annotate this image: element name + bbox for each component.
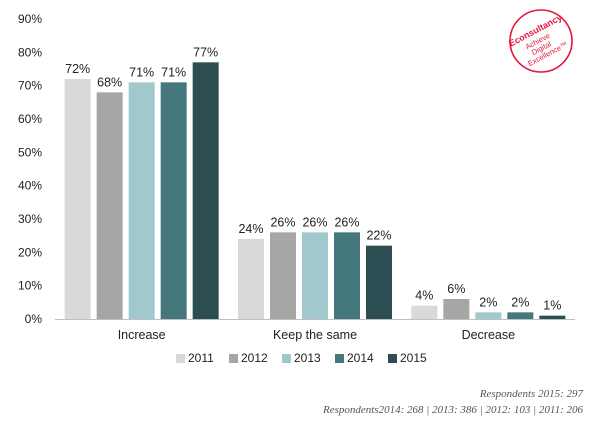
data-label: 68% (97, 75, 122, 89)
econsultancy-logo: Econsultancy Achieve Digital Excellence™ (507, 9, 573, 73)
data-label: 26% (302, 215, 327, 229)
legend-label: 2014 (347, 351, 374, 365)
legend-label: 2012 (241, 351, 268, 365)
y-tick-label: 80% (18, 45, 42, 59)
category-label: Increase (118, 328, 166, 342)
y-tick-label: 70% (18, 79, 42, 93)
data-label: 26% (334, 215, 359, 229)
bar-2013-1 (302, 232, 328, 319)
bar-2015-1 (366, 245, 392, 319)
legend-swatch (176, 354, 185, 363)
data-label: 71% (129, 65, 154, 79)
bar-2015-0 (192, 62, 219, 319)
bar-2014-2 (507, 312, 534, 319)
y-tick-label: 20% (18, 245, 42, 259)
y-tick-label: 50% (18, 145, 42, 159)
bar-2014-1 (334, 232, 360, 319)
respondents-prior-years-note: Respondents2014: 268 | 2013: 386 | 2012:… (322, 404, 583, 416)
data-label: 77% (193, 45, 218, 59)
respondents-2015-note: Respondents 2015: 297 (479, 388, 583, 400)
legend-label: 2015 (400, 351, 427, 365)
data-label: 26% (270, 215, 295, 229)
data-label: 6% (447, 282, 465, 296)
bar-2015-2 (539, 315, 566, 319)
y-tick-label: 10% (18, 279, 42, 293)
data-label: 71% (161, 65, 186, 79)
data-label: 24% (238, 222, 263, 236)
logo-circle (509, 9, 573, 73)
y-tick-label: 40% (18, 179, 42, 193)
bar-2013-0 (128, 82, 155, 319)
bar-2011-2 (411, 305, 438, 319)
legend-swatch (388, 354, 397, 363)
data-label: 72% (65, 62, 90, 76)
data-label: 4% (415, 289, 433, 303)
y-tick-label: 0% (25, 312, 43, 326)
bars (64, 62, 566, 319)
data-label: 22% (366, 229, 391, 243)
category-labels: Increase Keep the same Decrease (118, 328, 515, 342)
category-label: Keep the same (273, 328, 357, 342)
legend-label: 2013 (294, 351, 321, 365)
data-label: 2% (479, 295, 497, 309)
data-labels: 72% 68% 71% 71% 77% 24% 26% 26% 26% 22% 4% 6% 2% 2% 1% (65, 45, 561, 312)
legend: 2011 2012 2013 2014 2015 (176, 351, 427, 365)
data-label: 2% (511, 295, 529, 309)
bar-2012-1 (270, 232, 296, 319)
y-tick-label: 30% (18, 212, 42, 226)
bar-2011-1 (238, 239, 264, 319)
bar-2012-0 (96, 92, 123, 319)
y-axis: 0% 10% 20% 30% 40% 50% 60% 70% 80% 90% (18, 12, 42, 326)
data-label: 1% (543, 299, 561, 313)
bar-2014-0 (160, 82, 187, 319)
bar-2012-2 (443, 299, 470, 319)
legend-label: 2011 (188, 351, 214, 365)
bar-2013-2 (475, 312, 502, 319)
category-label: Decrease (462, 328, 516, 342)
legend-swatch (282, 354, 291, 363)
y-tick-label: 60% (18, 112, 42, 126)
bar-2011-0 (64, 79, 91, 319)
legend-swatch (335, 354, 344, 363)
legend-swatch (229, 354, 238, 363)
y-tick-label: 90% (18, 12, 42, 26)
